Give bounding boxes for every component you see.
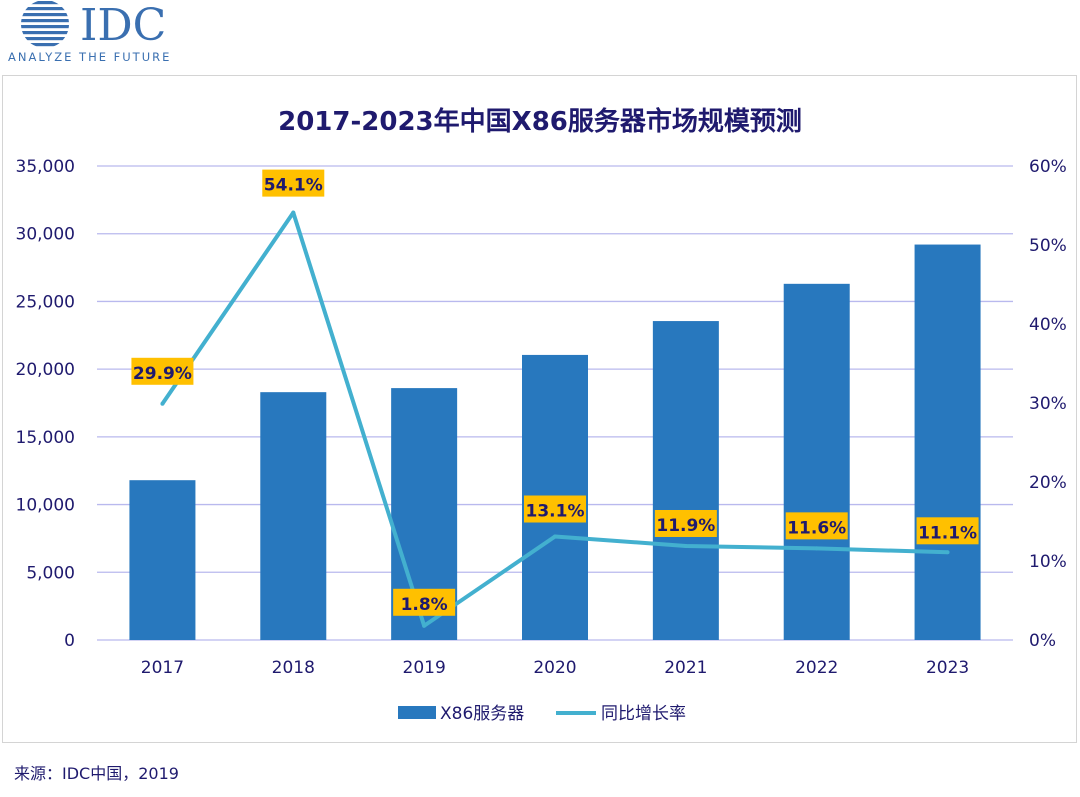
left-tick-label: 30,000 — [16, 225, 75, 245]
x-tick-label: 2018 — [272, 658, 315, 678]
line-point — [291, 210, 296, 215]
bar — [914, 244, 981, 640]
source-note: 来源：IDC中国，2019 — [14, 764, 179, 783]
x-tick-label: 2021 — [664, 658, 707, 678]
right-tick-label: 40% — [1029, 315, 1067, 335]
bar — [652, 321, 719, 640]
bar-series — [129, 244, 981, 640]
right-tick-label: 20% — [1029, 473, 1067, 493]
legend-bar-swatch — [398, 706, 436, 719]
line-point — [945, 550, 950, 555]
x-tick-label: 2022 — [795, 658, 838, 678]
line-point — [553, 534, 557, 539]
data-label: 11.1% — [916, 517, 979, 545]
line-series — [160, 210, 950, 628]
svg-text:11.6%: 11.6% — [787, 518, 846, 538]
left-tick-label: 20,000 — [16, 360, 75, 380]
chart-title: 2017-2023年中国X86服务器市场规模预测 — [278, 106, 802, 137]
right-tick-label: 30% — [1029, 394, 1067, 414]
line-point — [814, 546, 819, 551]
svg-text:13.1%: 13.1% — [526, 502, 585, 522]
data-label: 13.1% — [524, 495, 586, 523]
legend: X86服务器 同比增长率 — [398, 704, 686, 724]
x-axis-ticks: 2017 2018 2019 2020 2021 2022 2023 — [141, 658, 969, 678]
svg-text:29.9%: 29.9% — [133, 364, 192, 384]
right-tick-label: 60% — [1029, 157, 1067, 177]
line-point — [160, 401, 165, 406]
svg-text:11.1%: 11.1% — [918, 523, 977, 543]
left-tick-label: 35,000 — [16, 157, 75, 177]
left-tick-label: 0 — [64, 631, 75, 651]
chart: 2017-2023年中国X86服务器市场规模预测 0 5,000 10,000 15,… — [16, 106, 1067, 724]
bar — [783, 283, 850, 640]
data-label: 29.9% — [131, 357, 194, 385]
svg-text:11.9%: 11.9% — [656, 516, 715, 536]
chart-frame: 2017-2023年中国X86服务器市场规模预测 0 5,000 10,000 15,… — [2, 75, 1077, 743]
legend-line-label: 同比增长率 — [601, 704, 686, 724]
legend-bar-label: X86服务器 — [440, 704, 524, 724]
bar — [260, 392, 327, 640]
left-tick-label: 25,000 — [16, 292, 75, 312]
left-tick-label: 15,000 — [16, 428, 75, 448]
line-point — [683, 543, 688, 548]
right-tick-label: 10% — [1029, 552, 1067, 572]
logo-brand: IDC — [80, 0, 166, 51]
idc-logo: IDC ANALYZE THE FUTURE — [8, 0, 171, 64]
globe-icon — [21, 0, 69, 48]
right-tick-label: 50% — [1029, 236, 1067, 256]
data-label: 11.9% — [654, 509, 717, 537]
data-label: 11.6% — [785, 512, 848, 540]
svg-text:1.8%: 1.8% — [401, 595, 448, 615]
x-tick-label: 2020 — [533, 658, 576, 678]
x-tick-label: 2017 — [141, 658, 184, 678]
x-tick-label: 2019 — [403, 658, 446, 678]
data-label: 1.8% — [393, 588, 456, 616]
logo-tagline: ANALYZE THE FUTURE — [8, 50, 171, 64]
right-axis-ticks: 0% 10% 20% 30% 40% 50% 60% — [1029, 157, 1067, 651]
left-tick-label: 5,000 — [26, 563, 75, 583]
svg-text:54.1%: 54.1% — [264, 176, 323, 196]
x-tick-label: 2023 — [926, 658, 969, 678]
left-axis-ticks: 0 5,000 10,000 15,000 20,000 25,000 30,000 35,0… — [16, 157, 75, 651]
data-label: 54.1% — [262, 169, 325, 197]
bar — [129, 480, 196, 640]
data-labels: 29.9% 54.1% 1.8% 13.1% 11.9% 11.6% 11.1% — [131, 169, 979, 616]
right-tick-label: 0% — [1029, 631, 1056, 651]
line-point — [422, 623, 427, 628]
left-tick-label: 10,000 — [16, 496, 75, 516]
